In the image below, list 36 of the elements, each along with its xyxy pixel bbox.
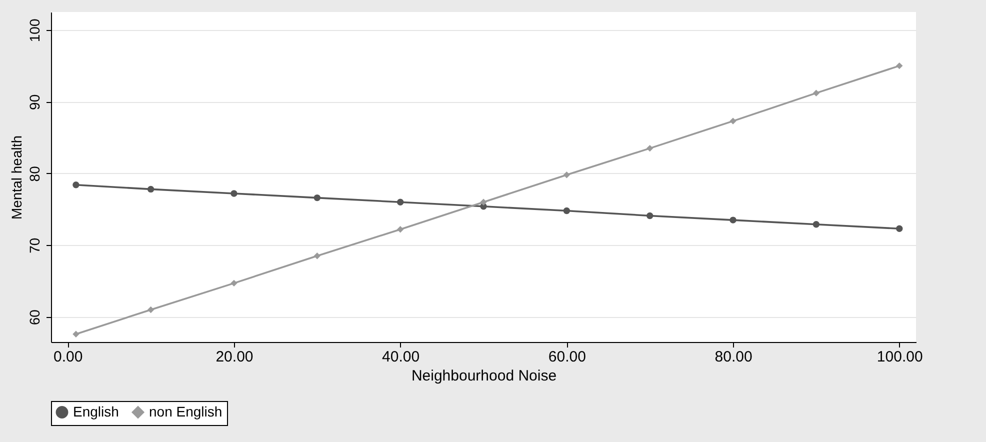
x-tick-label: 0.00 — [54, 348, 83, 366]
x-tick-label: 40.00 — [382, 348, 420, 366]
x-tick-label: 60.00 — [548, 348, 586, 366]
x-tick-label: 80.00 — [714, 348, 752, 366]
y-tick-label: 90 — [26, 94, 42, 110]
y-tick-label: 70 — [26, 238, 42, 254]
point — [646, 212, 654, 220]
point — [147, 186, 154, 193]
point — [396, 226, 404, 233]
y-tick-label: 80 — [26, 166, 42, 182]
point — [563, 171, 570, 178]
point — [72, 330, 80, 338]
x-axis-title: Neighbourhood Noise — [411, 368, 557, 384]
point — [72, 182, 80, 188]
point — [314, 194, 321, 202]
point — [230, 280, 238, 287]
point — [896, 62, 903, 70]
x-tick-label: 20.00 — [216, 348, 254, 366]
legend-label: English — [73, 403, 119, 420]
point — [314, 252, 321, 260]
point — [646, 144, 654, 152]
point — [480, 198, 487, 206]
point — [396, 198, 404, 206]
point — [730, 216, 736, 224]
x-tick-label: 100.00 — [876, 348, 923, 366]
point — [730, 118, 736, 124]
point — [230, 190, 238, 197]
point — [896, 225, 903, 232]
point — [812, 221, 820, 228]
legend-label: non English — [149, 403, 222, 420]
point — [147, 306, 154, 314]
y-axis-title: Mental health — [8, 135, 24, 220]
point — [812, 90, 820, 96]
y-tick-label: 100 — [26, 18, 42, 42]
point — [563, 207, 570, 214]
y-tick-label: 60 — [26, 309, 42, 326]
